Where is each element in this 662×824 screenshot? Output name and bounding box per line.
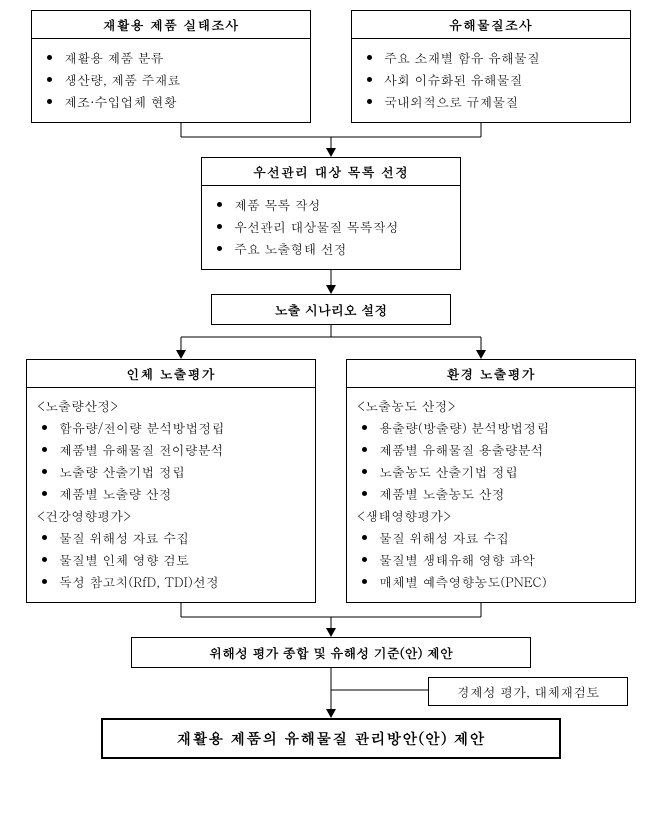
list-item: 독성 참고치(RfD, TDI)선정 xyxy=(59,572,301,591)
connector-split xyxy=(8,325,654,359)
body-env: <노출농도 산정> 용출량(방출량) 분석방법정립 제품별 유해물질 용출량분석… xyxy=(347,388,635,602)
list-item: 제품별 유해물질 전이량분석 xyxy=(59,440,301,459)
title-env: 환경 노출평가 xyxy=(347,360,635,388)
box-final: 재활용 제품의 유해물질 관리방안(안) 제안 xyxy=(101,718,561,759)
subhead: <노출량산정> xyxy=(37,396,301,415)
body-hazard: 주요 소재별 함유 유해물질 사회 이슈화된 유해물질 국내외적으로 규제물질 xyxy=(352,39,630,122)
list-item: 물질별 생태유해 영향 파악 xyxy=(379,550,621,569)
list-item: 생산량, 제품 주재료 xyxy=(64,70,296,89)
list-item: 제품별 노출농도 산정 xyxy=(379,484,621,503)
subhead: <건강영향평가> xyxy=(37,506,301,525)
list-item: 제품별 유해물질 용출량분석 xyxy=(379,440,621,459)
list-item: 제품별 노출량 산정 xyxy=(59,484,301,503)
list-item: 우선관리 대상물질 목록작성 xyxy=(234,217,446,236)
box-econ: 경제성 평가, 대체재검토 xyxy=(428,677,628,706)
box-risk: 위해성 평가 종합 및 유해성 기준(안) 제안 xyxy=(131,637,531,668)
title-survey: 재활용 제품 실태조사 xyxy=(32,11,310,39)
list-item: 주요 노출형태 선정 xyxy=(234,239,446,258)
list-item: 사회 이슈화된 유해물질 xyxy=(384,70,616,89)
list-item: 물질 위해성 자료 수집 xyxy=(379,528,621,547)
body-human: <노출량산정> 함유량/전이량 분석방법정립 제품별 유해물질 전이량분석 노출… xyxy=(27,388,315,602)
list-item: 제품 목록 작성 xyxy=(234,195,446,214)
connector-down xyxy=(8,270,654,294)
list-item: 매체별 예측영향농도(PNEC) xyxy=(379,572,621,591)
box-scenario: 노출 시나리오 설정 xyxy=(211,294,451,325)
connector-top-merge xyxy=(8,123,654,157)
box-hazard: 유해물질조사 주요 소재별 함유 유해물질 사회 이슈화된 유해물질 국내외적으… xyxy=(351,10,631,123)
box-env: 환경 노출평가 <노출농도 산정> 용출량(방출량) 분석방법정립 제품별 유해… xyxy=(346,359,636,603)
list-item: 물질 위해성 자료 수집 xyxy=(59,528,301,547)
connector-side: 경제성 평가, 대체재검토 xyxy=(8,668,654,718)
title-human: 인체 노출평가 xyxy=(27,360,315,388)
title-hazard: 유해물질조사 xyxy=(352,11,630,39)
body-priority: 제품 목록 작성 우선관리 대상물질 목록작성 주요 노출형태 선정 xyxy=(202,186,460,269)
list-item: 주요 소재별 함유 유해물질 xyxy=(384,48,616,67)
list-item: 함유량/전이량 분석방법정립 xyxy=(59,418,301,437)
body-survey: 재활용 제품 분류 생산량, 제품 주재료 제조·수입업체 현황 xyxy=(32,39,310,122)
connector-merge-2 xyxy=(8,603,654,637)
box-human: 인체 노출평가 <노출량산정> 함유량/전이량 분석방법정립 제품별 유해물질 … xyxy=(26,359,316,603)
list-item: 재활용 제품 분류 xyxy=(64,48,296,67)
subhead: <생태영향평가> xyxy=(357,506,621,525)
list-item: 물질별 인체 영향 검토 xyxy=(59,550,301,569)
list-item: 국내외적으로 규제물질 xyxy=(384,92,616,111)
box-survey: 재활용 제품 실태조사 재활용 제품 분류 생산량, 제품 주재료 제조·수입업… xyxy=(31,10,311,123)
list-item: 용출량(방출량) 분석방법정립 xyxy=(379,418,621,437)
title-priority: 우선관리 대상 목록 선정 xyxy=(202,158,460,186)
subhead: <노출농도 산정> xyxy=(357,396,621,415)
list-item: 제조·수입업체 현황 xyxy=(64,92,296,111)
box-priority: 우선관리 대상 목록 선정 제품 목록 작성 우선관리 대상물질 목록작성 주요… xyxy=(201,157,461,270)
list-item: 노출량 산출기법 정립 xyxy=(59,462,301,481)
list-item: 노출농도 산출기법 정립 xyxy=(379,462,621,481)
